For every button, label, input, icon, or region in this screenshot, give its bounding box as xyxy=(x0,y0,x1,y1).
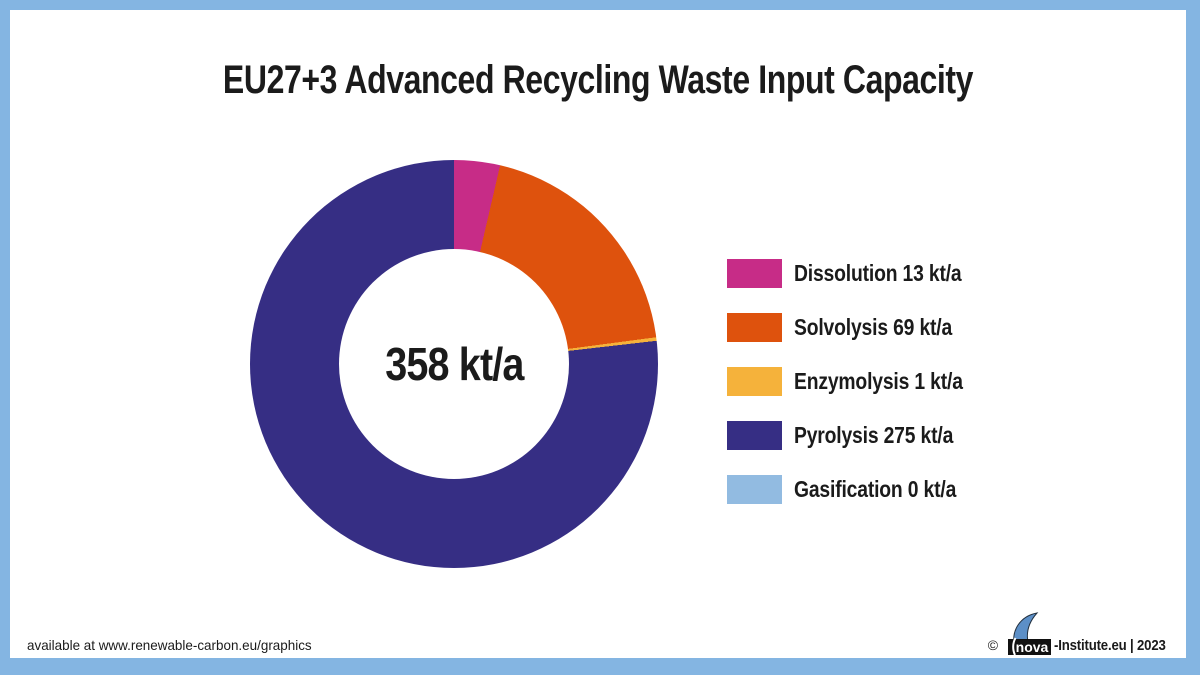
legend-swatch-dissolution xyxy=(727,259,782,288)
legend-swatch-pyrolysis xyxy=(727,421,782,450)
nova-logo-box xyxy=(1008,639,1052,655)
legend-label-gasification: Gasification 0 kt/a xyxy=(794,476,957,502)
legend-item-dissolution: Dissolution 13 kt/a xyxy=(727,259,995,288)
donut-chart: 358 kt/a xyxy=(250,160,658,568)
chart-title: EU27+3 Advanced Recycling Waste Input Ca… xyxy=(222,58,974,102)
legend-swatch-solvolysis xyxy=(727,313,782,342)
chart-canvas: EU27+3 Advanced Recycling Waste Input Ca… xyxy=(10,10,1186,658)
copyright-text: -Institute.eu | 2023 xyxy=(1054,637,1166,654)
nova-logo-graphic: nova xyxy=(1008,612,1052,656)
nova-logo-sail-edge xyxy=(1012,637,1017,656)
copyright: © nova -Institute.eu | 2023 xyxy=(988,612,1181,656)
legend-label-pyrolysis: Pyrolysis 275 kt/a xyxy=(794,422,954,448)
legend-label-enzymolysis: Enzymolysis 1 kt/a xyxy=(794,368,963,394)
legend-item-pyrolysis: Pyrolysis 275 kt/a xyxy=(727,421,995,450)
legend-label-dissolution: Dissolution 13 kt/a xyxy=(794,260,962,286)
legend-swatch-enzymolysis xyxy=(727,367,782,396)
copyright-symbol: © xyxy=(987,637,999,653)
legend-swatch-gasification xyxy=(727,475,782,504)
nova-institute-logo: nova xyxy=(1002,612,1052,656)
legend-item-gasification: Gasification 0 kt/a xyxy=(727,475,995,504)
legend-label-solvolysis: Solvolysis 69 kt/a xyxy=(794,314,953,340)
nova-logo-text: nova xyxy=(1016,639,1049,655)
availability-note: available at www.renewable-carbon.eu/gra… xyxy=(27,637,312,653)
donut-center-label: 358 kt/a xyxy=(384,338,524,390)
legend-item-enzymolysis: Enzymolysis 1 kt/a xyxy=(727,367,995,396)
legend-item-solvolysis: Solvolysis 69 kt/a xyxy=(727,313,995,342)
donut-hole: 358 kt/a xyxy=(339,249,569,479)
chart-legend: Dissolution 13 kt/a Solvolysis 69 kt/a Enz… xyxy=(727,259,995,504)
